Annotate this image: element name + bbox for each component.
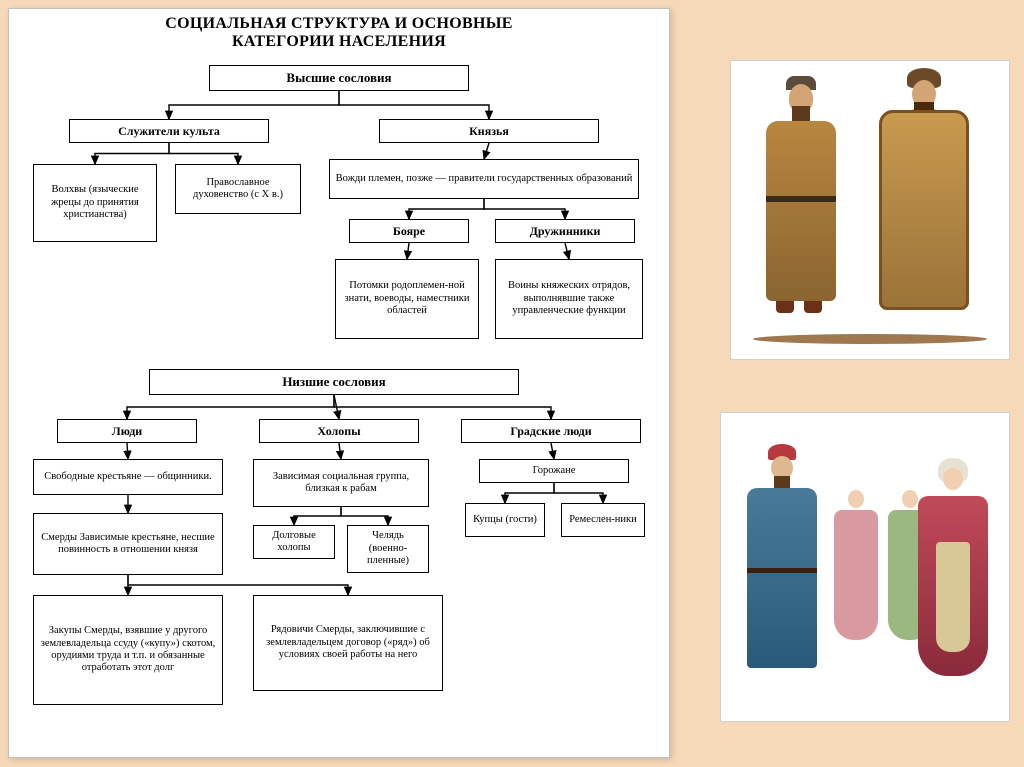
node-kupcy: Купцы (гости) [465, 503, 545, 537]
illustration-nobility [730, 60, 1010, 360]
edge-zavis-chelyad [341, 507, 388, 525]
node-chelyad: Челядь (военно-пленные) [347, 525, 429, 573]
edge-low-grad [334, 395, 551, 419]
edge-ppl-freemen [127, 443, 128, 459]
edge-zavis-debt [294, 507, 341, 525]
node-princes: Князья [379, 119, 599, 143]
node-druzh: Дружинники [495, 219, 635, 243]
edge-high-princes [339, 91, 489, 119]
node-remesl: Ремеслен-ники [561, 503, 645, 537]
figure-man-blue [732, 438, 832, 698]
node-boyare_desc: Потомки родоплемен-ной знати, воеводы, н… [335, 259, 479, 339]
figure-nobleman-2 [864, 70, 984, 340]
node-high: Высшие сословия [209, 65, 469, 91]
node-orthodox: Православное духовенство (с X в.) [175, 164, 301, 214]
edge-druzh-druzh_desc [565, 243, 569, 259]
node-clergy: Служители культа [69, 119, 269, 143]
node-freemen: Свободные крестьяне — общинники. [33, 459, 223, 495]
illustration-townsfolk [720, 412, 1010, 722]
edge-low-ppl [127, 395, 334, 419]
edge-high-clergy [169, 91, 339, 119]
node-boyare: Бояре [349, 219, 469, 243]
figure-woman-red [908, 452, 998, 692]
node-ppl: Люди [57, 419, 197, 443]
diagram-panel: СОЦИАЛЬНАЯ СТРУКТУРА И ОСНОВНЫЕ КАТЕГОРИ… [8, 8, 670, 758]
edge-smerdy-ryado [128, 575, 348, 595]
edge-vozhdi-druzh [484, 199, 565, 219]
edge-gorozh-kupcy [505, 483, 554, 503]
edge-clergy-volhvy [95, 143, 169, 164]
node-holopy: Холопы [259, 419, 419, 443]
edge-princes-vozhdi [484, 143, 489, 159]
edge-gorozh-remesl [554, 483, 603, 503]
edge-vozhdi-boyare [409, 199, 484, 219]
floor-shadow [753, 334, 987, 344]
node-smerdy: Смерды Зависимые крестьяне, несшие повин… [33, 513, 223, 575]
edge-grad-gorozh [551, 443, 554, 459]
node-zakupy: Закупы Смерды, взявшие у другого землевл… [33, 595, 223, 705]
edge-clergy-orthodox [169, 143, 238, 164]
node-gorozh: Горожане [479, 459, 629, 483]
node-low: Низшие сословия [149, 369, 519, 395]
edge-boyare-boyare_desc [407, 243, 409, 259]
edge-holopy-zavis [339, 443, 341, 459]
node-zavis: Зависимая социальная группа, близкая к р… [253, 459, 429, 507]
node-ryado: Рядовичи Смерды, заключившие с землевлад… [253, 595, 443, 691]
figure-nobleman-1 [746, 76, 856, 336]
node-debt: Долговые холопы [253, 525, 335, 559]
node-volhvy: Волхвы (языческие жрецы до принятия хрис… [33, 164, 157, 242]
node-grad: Градские люди [461, 419, 641, 443]
node-vozhdi: Вожди племен, позже — правители государс… [329, 159, 639, 199]
figure-child-1 [826, 482, 886, 652]
node-druzh_desc: Воины княжеских отрядов, выполнявшие так… [495, 259, 643, 339]
